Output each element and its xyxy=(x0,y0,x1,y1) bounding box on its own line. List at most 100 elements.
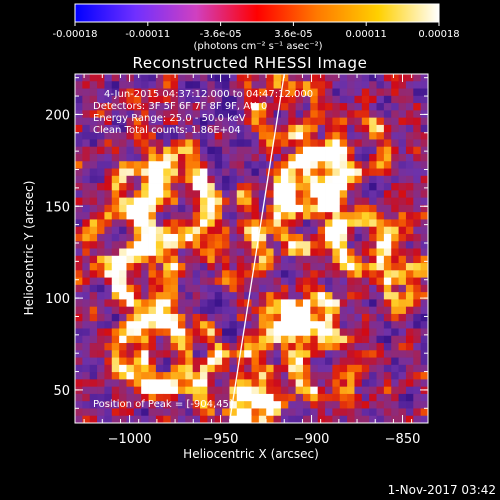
heatmap-cell xyxy=(405,277,414,286)
heatmap-cell xyxy=(273,299,282,308)
heatmap-cell xyxy=(376,393,385,402)
heatmap-cell xyxy=(413,263,422,271)
heatmap-cell xyxy=(258,139,267,148)
heatmap-cell xyxy=(111,226,120,235)
heatmap-cell xyxy=(148,350,157,358)
heatmap-cell xyxy=(310,183,319,191)
heatmap-cell xyxy=(141,212,149,220)
heatmap-cell xyxy=(376,415,385,423)
heatmap-cell xyxy=(236,299,245,308)
heatmap-cell xyxy=(302,95,311,104)
heatmap-cell xyxy=(391,306,399,315)
heatmap-cell xyxy=(177,233,186,242)
heatmap-cell xyxy=(398,110,407,119)
heatmap-cell xyxy=(200,408,208,417)
heatmap-cell xyxy=(280,146,289,155)
heatmap-cell xyxy=(200,139,208,148)
heatmap-cell xyxy=(361,306,370,315)
heatmap-cell xyxy=(111,343,120,351)
heatmap-cell xyxy=(413,197,422,206)
heatmap-cell xyxy=(310,88,319,97)
heatmap-cell xyxy=(413,74,422,82)
heatmap-cell xyxy=(104,81,113,89)
heatmap-cell xyxy=(398,284,407,293)
heatmap-cell xyxy=(288,175,297,184)
heatmap-cell xyxy=(155,379,164,388)
heatmap-cell xyxy=(258,183,267,191)
heatmap-cell xyxy=(332,284,341,293)
heatmap-cell xyxy=(325,226,333,235)
heatmap-cell xyxy=(141,81,149,89)
heatmap-cell xyxy=(170,117,179,126)
heatmap-cell xyxy=(398,197,407,206)
heatmap-cell xyxy=(325,321,333,329)
heatmap-cell xyxy=(200,197,208,206)
heatmap-cell xyxy=(82,175,91,184)
heatmap-cell xyxy=(295,328,304,337)
heatmap-cell xyxy=(383,190,392,198)
heatmap-cell xyxy=(383,393,392,402)
heatmap-cell xyxy=(200,175,208,184)
heatmap-cell xyxy=(104,124,113,133)
heatmap-cell xyxy=(288,328,297,337)
heatmap-cell xyxy=(229,364,238,373)
heatmap-cell xyxy=(163,117,171,126)
heatmap-cell xyxy=(405,197,414,206)
heatmap-cell xyxy=(155,270,164,278)
heatmap-cell xyxy=(361,197,370,206)
heatmap-cell xyxy=(111,204,120,213)
heatmap-cell xyxy=(163,95,171,104)
heatmap-cell xyxy=(280,372,289,380)
heatmap-cell xyxy=(126,408,135,417)
heatmap-cell xyxy=(163,204,171,213)
heatmap-cell xyxy=(266,197,274,206)
heatmap-cell xyxy=(420,335,428,344)
heatmap-cell xyxy=(317,190,326,198)
heatmap-cell xyxy=(141,270,149,278)
heatmap-cell xyxy=(170,248,179,257)
heatmap-cell xyxy=(376,110,385,119)
heatmap-cell xyxy=(332,212,341,220)
heatmap-cell xyxy=(383,146,392,155)
heatmap-cell xyxy=(339,284,348,293)
heatmap-cell xyxy=(141,343,149,351)
heatmap-cell xyxy=(170,321,179,329)
heatmap-cell xyxy=(354,146,363,155)
heatmap-cell xyxy=(266,284,274,293)
heatmap-cell xyxy=(111,386,120,395)
heatmap-cell xyxy=(280,335,289,344)
heatmap-cell xyxy=(170,292,179,300)
heatmap-cell xyxy=(177,139,186,148)
heatmap-cell xyxy=(141,408,149,417)
heatmap-cell xyxy=(97,88,105,97)
heatmap-cell xyxy=(141,153,149,162)
heatmap-cell xyxy=(185,168,194,177)
heatmap-cell xyxy=(302,364,311,373)
heatmap-cell xyxy=(229,132,238,140)
heatmap-cell xyxy=(185,117,194,126)
heatmap-cell xyxy=(325,277,333,286)
heatmap-cell xyxy=(391,110,399,119)
heatmap-cell xyxy=(361,255,370,264)
heatmap-cell xyxy=(354,415,363,423)
heatmap-cell xyxy=(369,241,377,249)
heatmap-cell xyxy=(325,393,333,402)
heatmap-cell xyxy=(361,415,370,423)
heatmap-cell xyxy=(170,226,179,235)
heatmap-cell xyxy=(133,386,142,395)
heatmap-cell xyxy=(383,248,392,257)
heatmap-cell xyxy=(170,313,179,322)
heatmap-cell xyxy=(413,284,422,293)
heatmap-cell xyxy=(280,117,289,126)
heatmap-cell xyxy=(163,335,171,344)
heatmap-cell xyxy=(332,175,341,184)
heatmap-cell xyxy=(214,306,223,315)
heatmap-cell xyxy=(405,110,414,119)
heatmap-cell xyxy=(273,168,282,177)
heatmap-cell xyxy=(141,328,149,337)
heatmap-cell xyxy=(347,204,355,213)
heatmap-cell xyxy=(251,190,260,198)
heatmap-cell xyxy=(155,306,164,315)
heatmap-cell xyxy=(200,313,208,322)
heatmap-cell xyxy=(376,88,385,97)
